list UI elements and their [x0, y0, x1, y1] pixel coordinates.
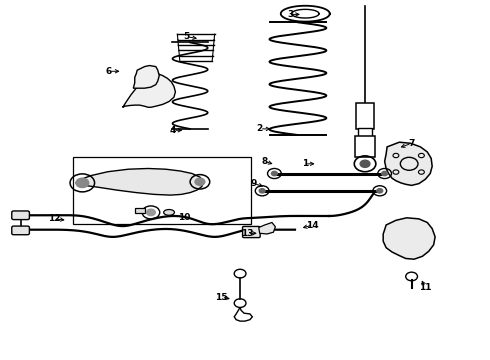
Polygon shape	[122, 73, 175, 107]
Circle shape	[382, 171, 388, 176]
FancyBboxPatch shape	[12, 211, 29, 220]
Text: 15: 15	[215, 292, 228, 302]
Text: 8: 8	[262, 157, 268, 166]
Polygon shape	[385, 142, 432, 185]
Text: 5: 5	[184, 32, 190, 41]
Circle shape	[360, 160, 370, 167]
Text: 2: 2	[257, 124, 263, 133]
Circle shape	[259, 189, 265, 193]
Text: 13: 13	[241, 229, 254, 238]
Text: 11: 11	[419, 283, 432, 292]
Text: 3: 3	[288, 10, 294, 19]
Polygon shape	[234, 307, 252, 321]
Text: 10: 10	[177, 213, 190, 222]
Circle shape	[271, 171, 277, 176]
Text: 14: 14	[306, 220, 319, 230]
Text: 9: 9	[250, 179, 257, 188]
Text: 12: 12	[48, 214, 60, 223]
Ellipse shape	[164, 210, 174, 215]
Circle shape	[76, 178, 89, 188]
FancyBboxPatch shape	[243, 226, 260, 238]
Polygon shape	[133, 66, 159, 88]
Text: 6: 6	[106, 67, 112, 76]
Polygon shape	[383, 218, 435, 259]
Circle shape	[147, 209, 155, 216]
Text: 7: 7	[408, 139, 415, 148]
Bar	[73, 157, 251, 224]
Bar	[135, 208, 145, 213]
Circle shape	[377, 189, 383, 193]
Bar	[358, 128, 372, 137]
Circle shape	[195, 178, 205, 185]
Text: 1: 1	[302, 159, 308, 168]
Polygon shape	[76, 168, 203, 195]
FancyBboxPatch shape	[12, 226, 29, 235]
Text: 4: 4	[170, 126, 176, 135]
Polygon shape	[259, 222, 275, 234]
Bar	[356, 103, 374, 129]
Bar	[355, 136, 375, 157]
